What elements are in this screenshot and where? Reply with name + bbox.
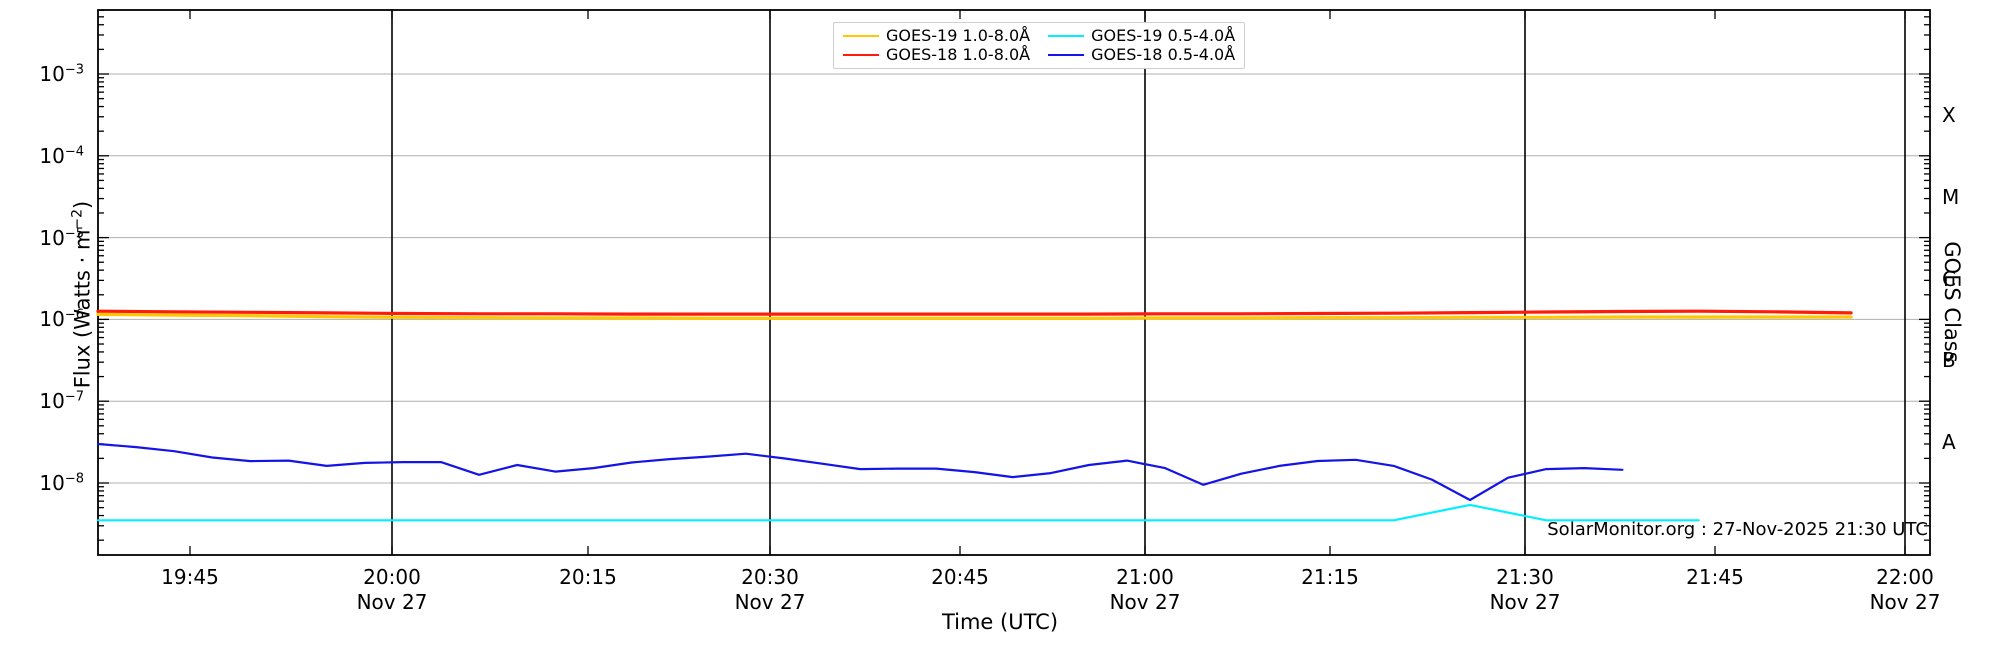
y-tick-label: 10−8 (39, 471, 84, 495)
x-tick-label: 20:30 (741, 565, 799, 589)
x-tick-date-label: Nov 27 (1109, 590, 1181, 614)
goes-class-label-x: X (1942, 102, 1956, 127)
legend-entry[interactable]: GOES-18 1.0-8.0Å (843, 47, 1030, 63)
x-tick-date-label: Nov 27 (1489, 590, 1561, 614)
goes-class-label-a: A (1942, 430, 1956, 455)
legend-color-swatch (843, 54, 879, 56)
legend-label: GOES-19 1.0-8.0Å (886, 26, 1031, 45)
x-tick-label: 20:45 (931, 565, 989, 589)
x-tick-label: 21:45 (1686, 565, 1744, 589)
series-line-1 (96, 309, 1853, 316)
legend-color-swatch (843, 35, 879, 37)
x-tick-label: 21:00 (1116, 565, 1174, 589)
x-axis-title: Time (UTC) (941, 610, 1059, 634)
series-line-0 (96, 312, 1853, 320)
series-line-2 (96, 503, 1700, 522)
y-axis-title-suffix: ) (70, 200, 95, 209)
legend-entry[interactable]: GOES-19 1.0-8.0Å (843, 28, 1030, 44)
y-tick-label: 10−5 (39, 225, 84, 250)
x-tick-label: 22:00 (1876, 565, 1934, 589)
y-tick-label: 10−3 (39, 62, 84, 86)
legend-color-swatch (1048, 35, 1085, 37)
goes-class-label-b: B (1942, 348, 1956, 373)
legend-color-swatch (1048, 54, 1085, 56)
legend-entry[interactable]: GOES-18 0.5-4.0Å (1048, 47, 1235, 63)
y-tick-label: 10−7 (39, 389, 84, 414)
goes-class-label-m: M (1942, 184, 1960, 209)
x-tick-label: 21:15 (1301, 565, 1359, 589)
x-tick-date-label: Nov 27 (734, 590, 806, 614)
x-tick-label: 20:15 (559, 565, 617, 589)
x-tick-date-label: Nov 27 (356, 590, 428, 614)
x-tick-date-label: Nov 27 (1869, 590, 1941, 614)
y-tick-label: 10−4 (39, 143, 84, 168)
legend-column-0: GOES-19 1.0-8.0Å GOES-18 1.0-8.0Å (843, 28, 1030, 63)
legend-label: GOES-18 0.5-4.0Å (1091, 45, 1236, 64)
plot-frame (97, 9, 1931, 556)
legend-label: GOES-18 1.0-8.0Å (886, 45, 1031, 64)
series-line-3 (96, 442, 1624, 502)
goes-class-label-c: C (1942, 266, 1956, 291)
legend: GOES-19 1.0-8.0Å GOES-18 1.0-8.0Å GOES-19 … (833, 22, 1246, 69)
x-tick-label: 19:45 (161, 565, 219, 589)
y-tick-label: 10−6 (39, 307, 84, 332)
legend-label: GOES-19 0.5-4.0Å (1091, 26, 1236, 45)
legend-column-1: GOES-19 0.5-4.0Å GOES-18 0.5-4.0Å (1048, 28, 1235, 63)
legend-entry[interactable]: GOES-19 0.5-4.0Å (1048, 28, 1235, 44)
watermark-credit: SolarMonitor.org : 27-Nov-2025 21:30 UTC (1547, 519, 1928, 540)
x-tick-label: 21:30 (1496, 565, 1554, 589)
x-tick-label: 20:00 (363, 565, 421, 589)
